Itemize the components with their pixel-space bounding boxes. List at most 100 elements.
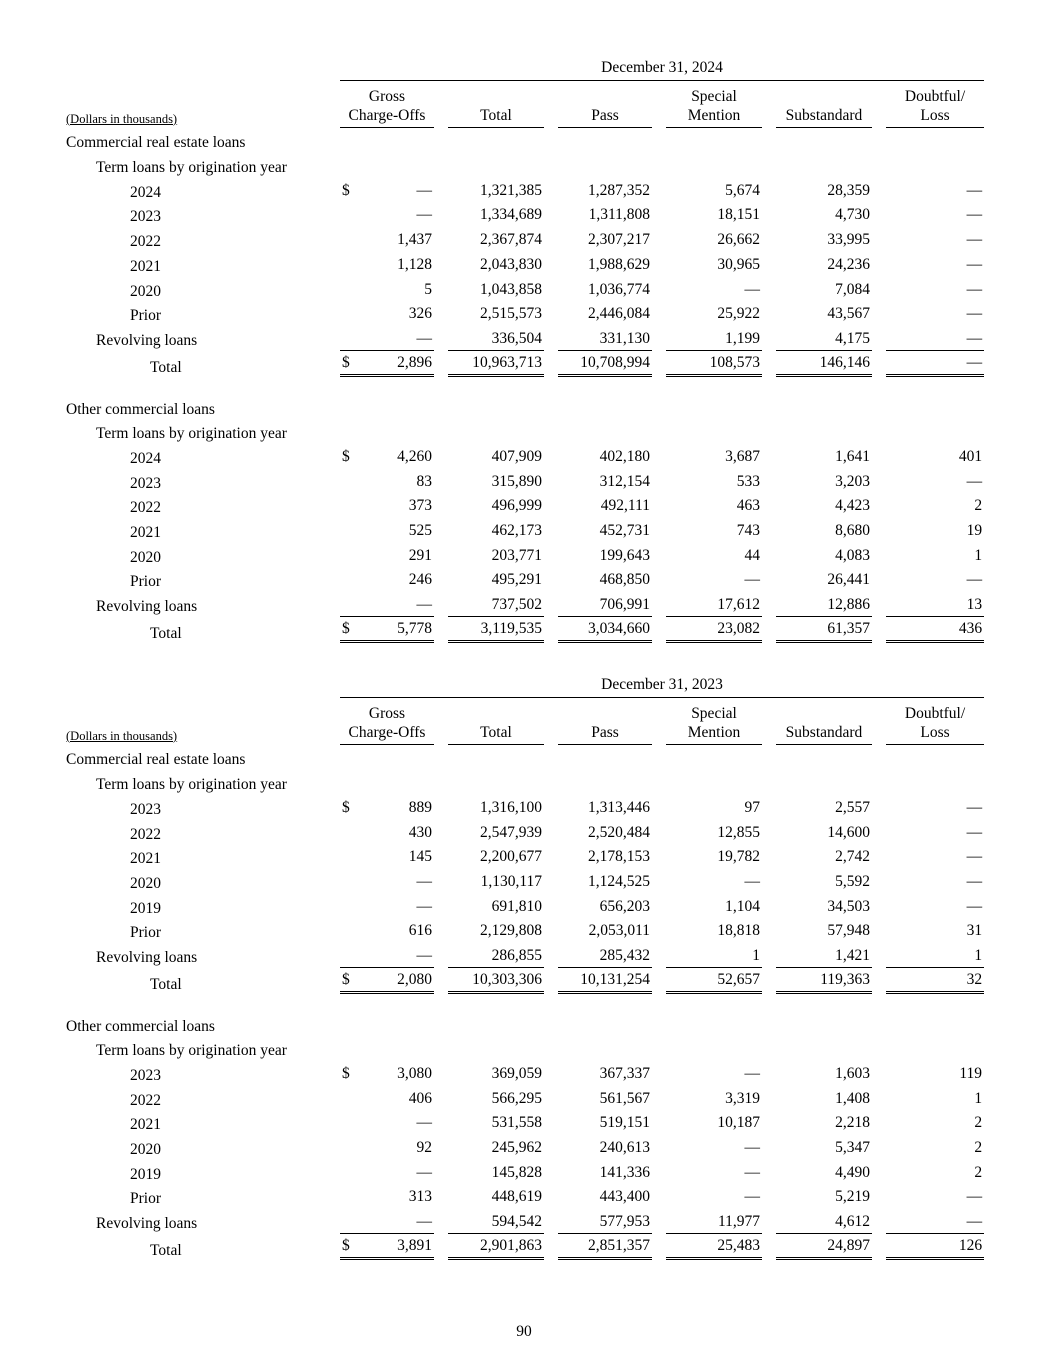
- value-text: —: [966, 255, 983, 273]
- value-text: 126: [958, 1237, 983, 1255]
- value-text: 24,897: [827, 1237, 870, 1255]
- value-text: 369,059: [491, 1065, 542, 1082]
- cell-value: 743: [666, 519, 762, 542]
- cell-value: 2,043,830: [448, 253, 544, 276]
- row-label: Prior: [130, 573, 161, 591]
- value-text: 367,337: [599, 1065, 650, 1082]
- value-text: 533: [736, 472, 760, 490]
- table-row: 2024 $4,260 407,909 402,180 3,687 1,641 401: [66, 443, 984, 468]
- table-row: 2021 525 462,173 452,731 743 8,680 19: [66, 517, 984, 542]
- value-text: 2: [974, 497, 983, 515]
- value-text: 1,287,352: [588, 181, 650, 199]
- cell-value: 1,130,117: [448, 870, 544, 893]
- cell-value: 315,890: [448, 470, 544, 493]
- dollar-sign: $: [342, 1065, 350, 1082]
- section-title: Commercial real estate loans: [66, 751, 246, 769]
- dollar-sign: $: [342, 798, 350, 816]
- value-text: —: [966, 1213, 983, 1231]
- table-row: 2022 1,437 2,367,874 2,307,217 26,662 33,995 —: [66, 226, 984, 251]
- table-date-header: December 31, 2024: [340, 58, 985, 81]
- value-text: —: [966, 329, 983, 347]
- value-text: —: [966, 823, 983, 841]
- column-header-line: Total: [480, 723, 512, 741]
- table-date-header: December 31, 2023: [340, 675, 985, 698]
- cell-value: 1,321,385: [448, 179, 544, 202]
- value-text: —: [966, 571, 983, 589]
- value-text: 1,043,858: [480, 280, 542, 298]
- total-row: Total $3,891 2,901,863 2,851,357 25,483 24,89…: [66, 1233, 985, 1261]
- value-text: 119,363: [820, 970, 870, 988]
- cell-value: $ —: [340, 179, 434, 202]
- cell-value: 2,742: [776, 845, 872, 868]
- value-text: 2: [974, 1139, 983, 1157]
- cell-value: —: [886, 470, 984, 493]
- value-text: —: [416, 596, 433, 614]
- row-label: Total: [150, 975, 182, 993]
- column-header-line: Doubtful/: [904, 704, 966, 722]
- cell-value: —: [666, 568, 762, 591]
- row-label: 2023: [130, 208, 161, 226]
- value-text: 577,953: [599, 1213, 650, 1231]
- cell-value: 367,337: [558, 1062, 652, 1085]
- table-row: 2020 92 245,962 240,613 — 5,347 2: [66, 1134, 984, 1159]
- value-text: 373: [408, 497, 432, 515]
- row-label: 2019: [130, 899, 161, 917]
- value-text: 83: [416, 472, 433, 490]
- cell-value: 1,128: [340, 253, 434, 276]
- column-header-line: Gross: [368, 704, 406, 722]
- value-text: 23,082: [717, 620, 760, 638]
- value-text: 145,828: [491, 1163, 542, 1181]
- value-text: 4,490: [835, 1163, 870, 1181]
- table-row: 2021 — 531,558 519,151 10,187 2,218 2: [66, 1110, 984, 1135]
- table-row: 2021 1,128 2,043,830 1,988,629 30,965 24,236 —: [66, 251, 984, 276]
- cell-value: —: [886, 179, 984, 202]
- value-text: 7,084: [835, 280, 870, 298]
- column-header: Substandard: [776, 81, 872, 128]
- value-text: 18,818: [717, 922, 760, 940]
- cell-value: 10,708,994: [558, 349, 652, 377]
- dollar-sign: $: [342, 353, 350, 371]
- cell-value: 4,490: [776, 1161, 872, 1184]
- value-text: 2: [974, 1163, 983, 1181]
- cell-value: —: [886, 568, 984, 591]
- table-row: 2021 145 2,200,677 2,178,153 19,782 2,742 —: [66, 844, 984, 869]
- cell-value: 5,219: [776, 1185, 872, 1208]
- cell-value: 52,657: [666, 966, 762, 994]
- cell-value: 10,963,713: [448, 349, 544, 377]
- value-text: 436: [958, 620, 983, 638]
- value-text: 2,043,830: [480, 255, 542, 273]
- cell-value: 691,810: [448, 895, 544, 918]
- value-text: 2,851,357: [588, 1237, 650, 1255]
- value-text: 315,890: [491, 472, 542, 490]
- column-header-line: Substandard: [785, 106, 863, 124]
- row-label: 2022: [130, 825, 161, 843]
- cell-value: —: [886, 845, 984, 868]
- cell-value: 430: [340, 821, 434, 844]
- cell-value: 4,083: [776, 544, 872, 567]
- cell-value: 1: [886, 1087, 984, 1110]
- value-text: 34,503: [827, 897, 870, 915]
- cell-value: 1,316,100: [448, 796, 544, 819]
- table-row: 2022 406 566,295 561,567 3,319 1,408 1: [66, 1085, 984, 1110]
- value-text: 199,643: [599, 546, 650, 564]
- value-text: 1,988,629: [588, 255, 650, 273]
- value-text: —: [416, 872, 433, 890]
- cell-value: —: [340, 593, 434, 616]
- row-label: 2020: [130, 874, 161, 892]
- value-text: 1,036,774: [588, 280, 650, 298]
- value-text: 2,218: [835, 1114, 870, 1132]
- value-text: 119: [959, 1065, 983, 1082]
- cell-value: 18,818: [666, 919, 762, 942]
- value-text: 452,731: [599, 522, 650, 539]
- value-text: 14,600: [827, 823, 870, 841]
- cell-value: 1: [886, 544, 984, 567]
- column-header: Doubtful/Loss: [886, 698, 985, 745]
- cell-value: 407,909: [448, 445, 544, 468]
- cell-value: $3,080: [340, 1062, 434, 1085]
- cell-value: 145: [340, 845, 434, 868]
- cell-value: 1,124,525: [558, 870, 652, 893]
- value-text: 336,504: [491, 329, 542, 347]
- value-text: 1,408: [835, 1089, 870, 1107]
- cell-value: 1: [666, 944, 762, 967]
- value-text: 18,151: [717, 206, 760, 224]
